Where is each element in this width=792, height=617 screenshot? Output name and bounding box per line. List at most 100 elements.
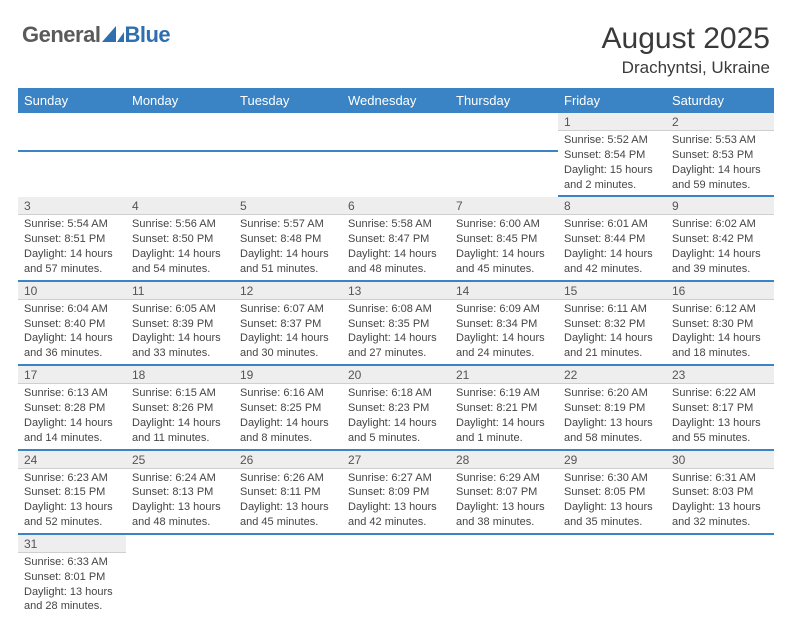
- daylight-line: Daylight: 14 hours and 1 minute.: [456, 416, 552, 446]
- sunset-line: Sunset: 8:51 PM: [24, 232, 120, 247]
- daylight-line: Daylight: 13 hours and 32 minutes.: [672, 500, 768, 530]
- day-cell: 6Sunrise: 5:58 AMSunset: 8:47 PMDaylight…: [342, 197, 450, 281]
- day-body: Sunrise: 6:24 AMSunset: 8:13 PMDaylight:…: [126, 469, 234, 535]
- day-cell: [234, 113, 342, 197]
- month-title: August 2025: [602, 22, 770, 56]
- day-number: 24: [18, 451, 126, 469]
- location: Drachyntsi, Ukraine: [602, 58, 770, 78]
- day-body: Sunrise: 6:05 AMSunset: 8:39 PMDaylight:…: [126, 300, 234, 366]
- day-body: Sunrise: 6:04 AMSunset: 8:40 PMDaylight:…: [18, 300, 126, 366]
- day-cell: 18Sunrise: 6:15 AMSunset: 8:26 PMDayligh…: [126, 366, 234, 450]
- day-number: 10: [18, 282, 126, 300]
- day-cell: 2Sunrise: 5:53 AMSunset: 8:53 PMDaylight…: [666, 113, 774, 197]
- day-cell: 30Sunrise: 6:31 AMSunset: 8:03 PMDayligh…: [666, 451, 774, 535]
- day-cell: 10Sunrise: 6:04 AMSunset: 8:40 PMDayligh…: [18, 282, 126, 366]
- day-body: Sunrise: 6:00 AMSunset: 8:45 PMDaylight:…: [450, 215, 558, 281]
- day-cell: [126, 535, 234, 617]
- day-cell: [450, 113, 558, 197]
- day-body: Sunrise: 6:12 AMSunset: 8:30 PMDaylight:…: [666, 300, 774, 366]
- day-cell: 14Sunrise: 6:09 AMSunset: 8:34 PMDayligh…: [450, 282, 558, 366]
- daylight-line: Daylight: 13 hours and 48 minutes.: [132, 500, 228, 530]
- dayname-row: SundayMondayTuesdayWednesdayThursdayFrid…: [18, 88, 774, 113]
- sunset-line: Sunset: 8:17 PM: [672, 401, 768, 416]
- day-number: 28: [450, 451, 558, 469]
- sunrise-line: Sunrise: 5:56 AM: [132, 217, 228, 232]
- day-cell: 4Sunrise: 5:56 AMSunset: 8:50 PMDaylight…: [126, 197, 234, 281]
- sunrise-line: Sunrise: 6:09 AM: [456, 302, 552, 317]
- sunrise-line: Sunrise: 5:58 AM: [348, 217, 444, 232]
- daylight-line: Daylight: 14 hours and 45 minutes.: [456, 247, 552, 277]
- sunset-line: Sunset: 8:01 PM: [24, 570, 120, 585]
- day-body-empty: [126, 535, 234, 540]
- logo-text-blue: Blue: [124, 22, 170, 48]
- day-cell: 22Sunrise: 6:20 AMSunset: 8:19 PMDayligh…: [558, 366, 666, 450]
- day-body-empty: [234, 535, 342, 540]
- day-body: Sunrise: 6:31 AMSunset: 8:03 PMDaylight:…: [666, 469, 774, 535]
- daylight-line: Daylight: 14 hours and 21 minutes.: [564, 331, 660, 361]
- day-cell: 5Sunrise: 5:57 AMSunset: 8:48 PMDaylight…: [234, 197, 342, 281]
- sunrise-line: Sunrise: 6:24 AM: [132, 471, 228, 486]
- day-cell: 25Sunrise: 6:24 AMSunset: 8:13 PMDayligh…: [126, 451, 234, 535]
- day-cell: 16Sunrise: 6:12 AMSunset: 8:30 PMDayligh…: [666, 282, 774, 366]
- sunset-line: Sunset: 8:28 PM: [24, 401, 120, 416]
- day-number: 3: [18, 197, 126, 215]
- sunset-line: Sunset: 8:32 PM: [564, 317, 660, 332]
- dayname-friday: Friday: [558, 88, 666, 113]
- sunrise-line: Sunrise: 6:23 AM: [24, 471, 120, 486]
- day-body: Sunrise: 6:27 AMSunset: 8:09 PMDaylight:…: [342, 469, 450, 535]
- day-body: Sunrise: 6:15 AMSunset: 8:26 PMDaylight:…: [126, 384, 234, 450]
- sunrise-line: Sunrise: 6:05 AM: [132, 302, 228, 317]
- day-body: Sunrise: 5:54 AMSunset: 8:51 PMDaylight:…: [18, 215, 126, 281]
- day-cell: 27Sunrise: 6:27 AMSunset: 8:09 PMDayligh…: [342, 451, 450, 535]
- day-number: 22: [558, 366, 666, 384]
- title-block: August 2025 Drachyntsi, Ukraine: [602, 22, 770, 78]
- sunrise-line: Sunrise: 6:33 AM: [24, 555, 120, 570]
- day-number: 30: [666, 451, 774, 469]
- sunset-line: Sunset: 8:50 PM: [132, 232, 228, 247]
- daylight-line: Daylight: 14 hours and 33 minutes.: [132, 331, 228, 361]
- sunset-line: Sunset: 8:03 PM: [672, 485, 768, 500]
- week-row: 3Sunrise: 5:54 AMSunset: 8:51 PMDaylight…: [18, 197, 774, 281]
- day-cell: 8Sunrise: 6:01 AMSunset: 8:44 PMDaylight…: [558, 197, 666, 281]
- sunset-line: Sunset: 8:30 PM: [672, 317, 768, 332]
- daylight-line: Daylight: 14 hours and 27 minutes.: [348, 331, 444, 361]
- daylight-line: Daylight: 14 hours and 57 minutes.: [24, 247, 120, 277]
- day-body: Sunrise: 5:58 AMSunset: 8:47 PMDaylight:…: [342, 215, 450, 281]
- daylight-line: Daylight: 14 hours and 30 minutes.: [240, 331, 336, 361]
- day-number: 18: [126, 366, 234, 384]
- day-number-empty: [234, 113, 342, 130]
- day-cell: 19Sunrise: 6:16 AMSunset: 8:25 PMDayligh…: [234, 366, 342, 450]
- sunrise-line: Sunrise: 6:15 AM: [132, 386, 228, 401]
- daylight-line: Daylight: 14 hours and 42 minutes.: [564, 247, 660, 277]
- day-number-empty: [18, 113, 126, 130]
- day-cell: [234, 535, 342, 617]
- day-number: 27: [342, 451, 450, 469]
- day-body-empty: [342, 535, 450, 540]
- logo-sail-icon: [102, 26, 124, 47]
- day-cell: 12Sunrise: 6:07 AMSunset: 8:37 PMDayligh…: [234, 282, 342, 366]
- sunset-line: Sunset: 8:53 PM: [672, 148, 768, 163]
- day-cell: 1Sunrise: 5:52 AMSunset: 8:54 PMDaylight…: [558, 113, 666, 197]
- day-body-empty: [450, 535, 558, 540]
- sunset-line: Sunset: 8:45 PM: [456, 232, 552, 247]
- sunset-line: Sunset: 8:07 PM: [456, 485, 552, 500]
- day-body: Sunrise: 6:16 AMSunset: 8:25 PMDaylight:…: [234, 384, 342, 450]
- daylight-line: Daylight: 13 hours and 42 minutes.: [348, 500, 444, 530]
- day-number: 5: [234, 197, 342, 215]
- day-number: 7: [450, 197, 558, 215]
- daylight-line: Daylight: 14 hours and 11 minutes.: [132, 416, 228, 446]
- daylight-line: Daylight: 14 hours and 48 minutes.: [348, 247, 444, 277]
- sunset-line: Sunset: 8:39 PM: [132, 317, 228, 332]
- sunrise-line: Sunrise: 6:30 AM: [564, 471, 660, 486]
- day-cell: [342, 113, 450, 197]
- sunset-line: Sunset: 8:48 PM: [240, 232, 336, 247]
- day-body: Sunrise: 6:30 AMSunset: 8:05 PMDaylight:…: [558, 469, 666, 535]
- sunset-line: Sunset: 8:47 PM: [348, 232, 444, 247]
- day-number: 25: [126, 451, 234, 469]
- day-cell: 28Sunrise: 6:29 AMSunset: 8:07 PMDayligh…: [450, 451, 558, 535]
- sunset-line: Sunset: 8:54 PM: [564, 148, 660, 163]
- day-body-empty: [234, 130, 342, 152]
- daylight-line: Daylight: 15 hours and 2 minutes.: [564, 163, 660, 193]
- day-body: Sunrise: 5:56 AMSunset: 8:50 PMDaylight:…: [126, 215, 234, 281]
- day-number-empty: [126, 113, 234, 130]
